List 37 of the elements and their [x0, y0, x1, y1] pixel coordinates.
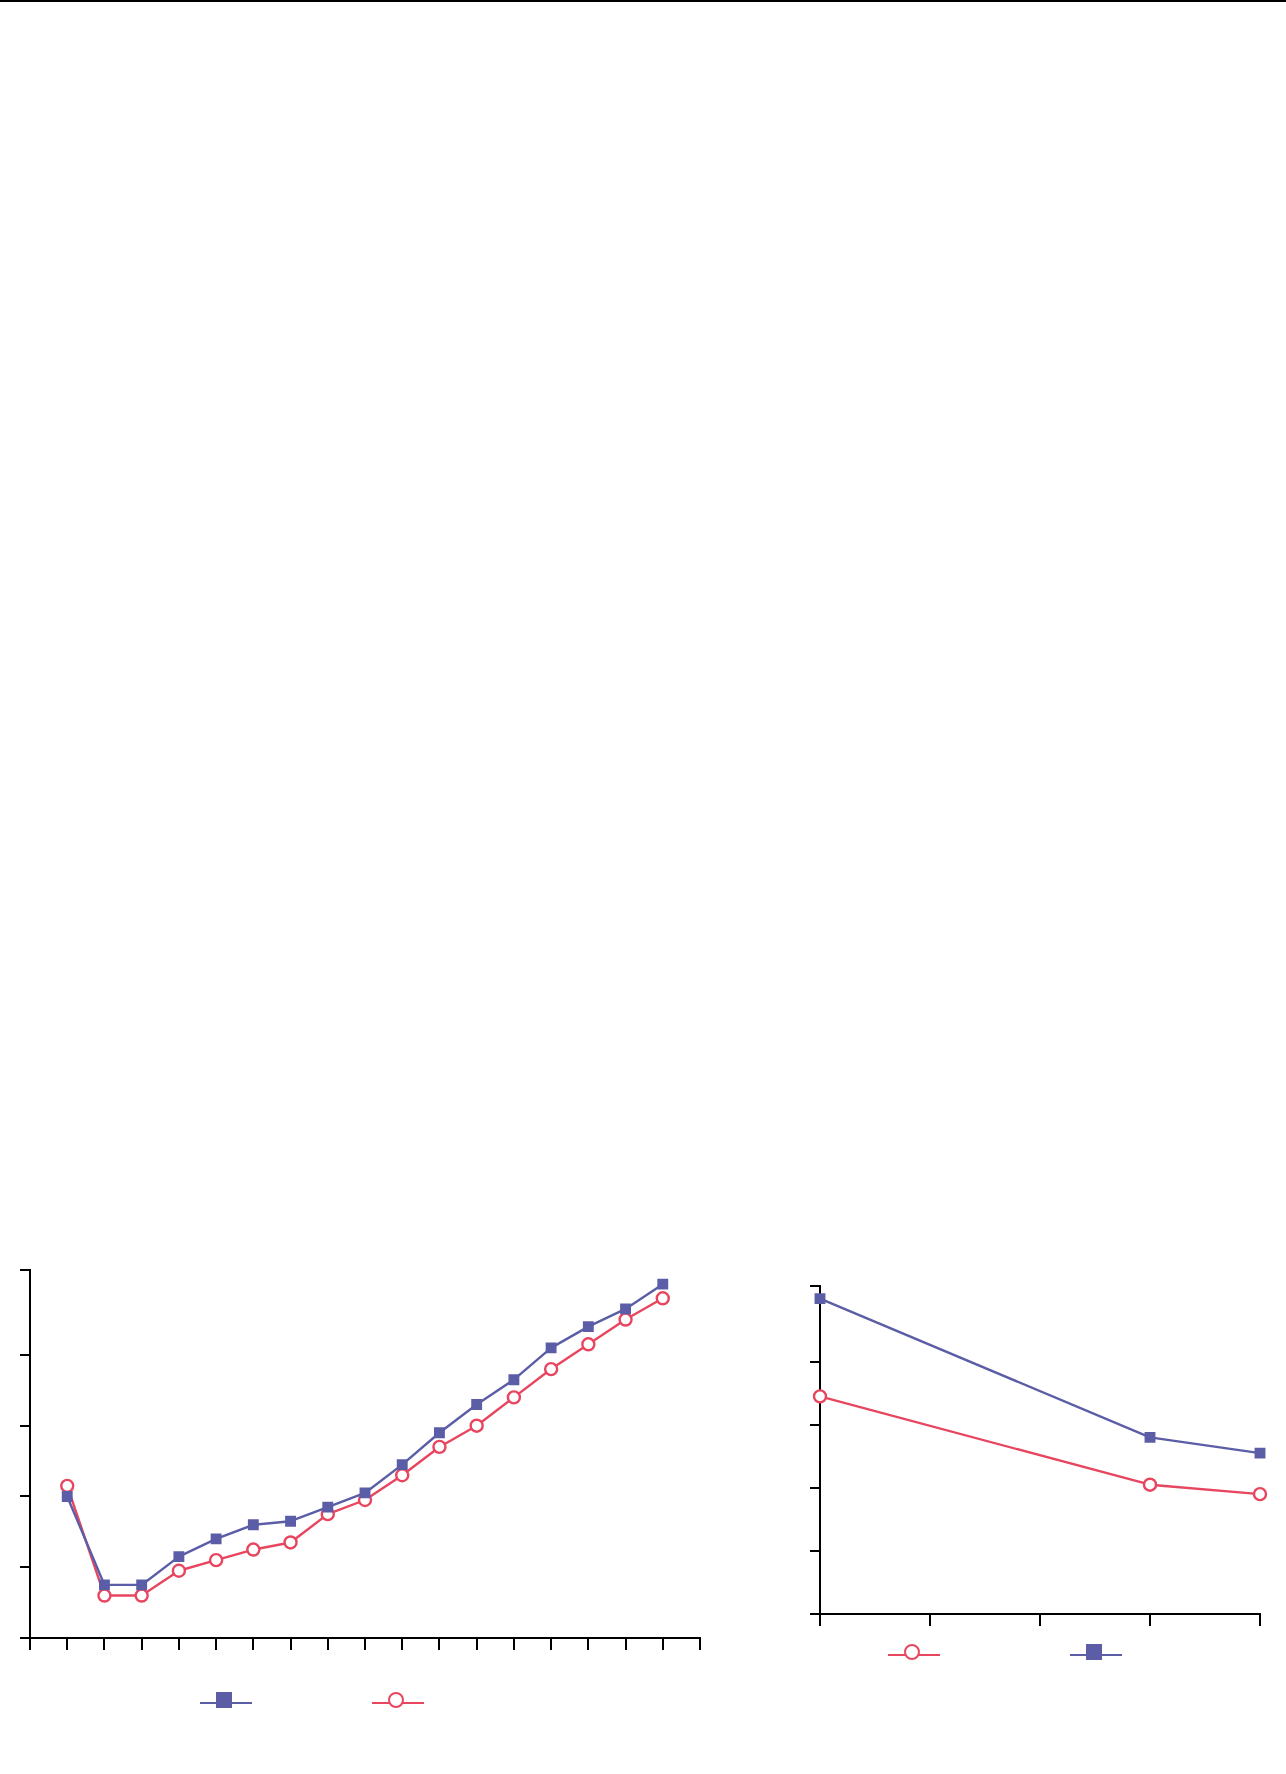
- point: [581, 1337, 596, 1352]
- point: [99, 1579, 110, 1591]
- point: [61, 1491, 73, 1502]
- point: [322, 1501, 334, 1513]
- point: [97, 1588, 112, 1603]
- point: [1144, 1431, 1156, 1443]
- point: [506, 1390, 522, 1405]
- point: [1252, 1486, 1268, 1502]
- point: [395, 1468, 410, 1483]
- point: [134, 1588, 149, 1603]
- point: [396, 1459, 408, 1471]
- point: [543, 1361, 559, 1377]
- point: [171, 1563, 187, 1578]
- point: [657, 1278, 669, 1290]
- point: [246, 1542, 261, 1557]
- point: [620, 1303, 631, 1315]
- point: [285, 1515, 296, 1527]
- point: [208, 1552, 224, 1568]
- point: [434, 1427, 445, 1439]
- point: [1254, 1447, 1266, 1459]
- point: [359, 1487, 371, 1499]
- point: [582, 1321, 594, 1333]
- point: [469, 1418, 484, 1433]
- point: [655, 1291, 670, 1306]
- point: [173, 1551, 185, 1563]
- point: [136, 1579, 148, 1591]
- point: [814, 1293, 826, 1305]
- point: [1142, 1477, 1158, 1492]
- point: [283, 1535, 298, 1550]
- point: [812, 1389, 828, 1404]
- point: [508, 1374, 520, 1386]
- point: [247, 1519, 259, 1531]
- point: [432, 1439, 447, 1455]
- point: [618, 1312, 633, 1327]
- point: [471, 1399, 483, 1410]
- point: [545, 1342, 557, 1354]
- point: [210, 1533, 222, 1545]
